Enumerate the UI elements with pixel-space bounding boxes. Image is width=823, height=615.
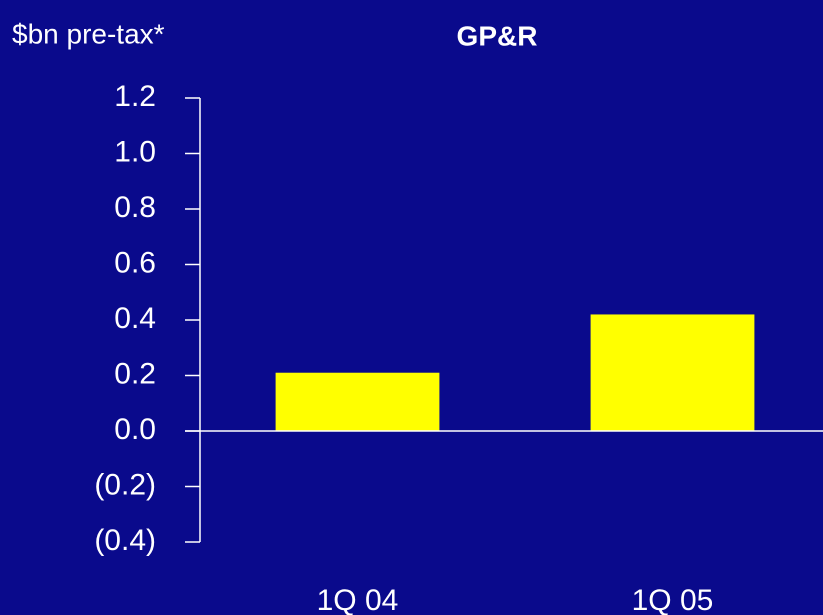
y-axis-label: $bn pre-tax* bbox=[12, 18, 165, 49]
bar bbox=[590, 314, 755, 431]
x-tick-label: 1Q 05 bbox=[632, 584, 714, 615]
y-tick-label: 1.2 bbox=[114, 80, 156, 113]
y-tick-label: (0.2) bbox=[94, 468, 156, 501]
y-tick-label: 0.0 bbox=[114, 413, 156, 446]
bar bbox=[275, 372, 440, 431]
x-tick-label: 1Q 04 bbox=[317, 584, 399, 615]
y-tick-label: 0.6 bbox=[114, 246, 156, 279]
y-tick-label: 0.8 bbox=[114, 191, 156, 224]
y-tick-label: 0.4 bbox=[114, 302, 156, 335]
y-tick-label: (0.4) bbox=[94, 524, 156, 557]
y-tick-label: 0.2 bbox=[114, 357, 156, 390]
y-tick-label: 1.0 bbox=[114, 135, 156, 168]
chart-title: GP&R bbox=[457, 20, 538, 51]
